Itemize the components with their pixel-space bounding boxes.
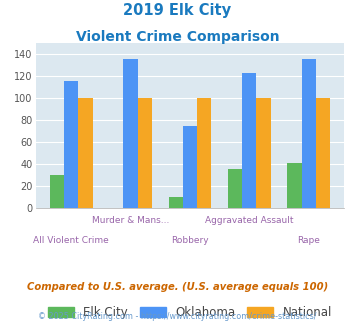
- Text: 2019 Elk City: 2019 Elk City: [124, 3, 231, 18]
- Bar: [242, 73, 256, 208]
- Bar: [183, 126, 197, 208]
- Bar: [302, 59, 316, 208]
- Bar: [169, 197, 183, 208]
- Bar: [64, 82, 78, 208]
- Bar: [78, 98, 93, 208]
- Bar: [50, 175, 64, 208]
- Text: Rape: Rape: [297, 236, 320, 245]
- Legend: Elk City, Oklahoma, National: Elk City, Oklahoma, National: [43, 301, 337, 324]
- Text: All Violent Crime: All Violent Crime: [33, 236, 109, 245]
- Bar: [138, 98, 152, 208]
- Text: Compared to U.S. average. (U.S. average equals 100): Compared to U.S. average. (U.S. average …: [27, 282, 328, 292]
- Bar: [228, 169, 242, 208]
- Text: © 2025 CityRating.com - https://www.cityrating.com/crime-statistics/: © 2025 CityRating.com - https://www.city…: [38, 312, 317, 321]
- Text: Aggravated Assault: Aggravated Assault: [205, 216, 294, 225]
- Bar: [316, 98, 330, 208]
- Text: Robbery: Robbery: [171, 236, 209, 245]
- Text: Violent Crime Comparison: Violent Crime Comparison: [76, 30, 279, 44]
- Text: Murder & Mans...: Murder & Mans...: [92, 216, 169, 225]
- Bar: [287, 163, 302, 208]
- Bar: [256, 98, 271, 208]
- Bar: [124, 59, 138, 208]
- Bar: [197, 98, 211, 208]
